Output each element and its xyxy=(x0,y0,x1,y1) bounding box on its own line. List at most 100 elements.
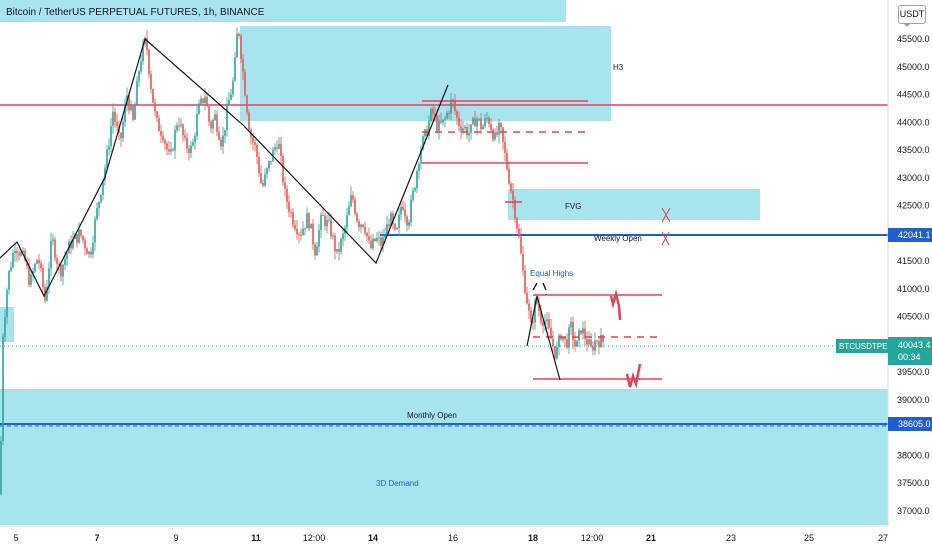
candle-body xyxy=(52,239,54,241)
candle-body xyxy=(288,202,290,212)
candle-body xyxy=(538,303,540,312)
x-tick-label: 14 xyxy=(368,533,378,543)
candle-body xyxy=(546,319,548,322)
candle-body xyxy=(572,321,574,341)
candle-body xyxy=(370,240,372,249)
candle-body xyxy=(376,237,378,242)
trend-lines xyxy=(0,37,561,381)
candle-body xyxy=(128,95,130,111)
candle-body xyxy=(158,118,160,132)
candle-body xyxy=(190,145,192,154)
candle-body xyxy=(558,335,560,348)
candle-body xyxy=(170,149,172,152)
candle-body xyxy=(244,71,246,96)
candle-body xyxy=(264,174,266,186)
candle-body xyxy=(380,237,382,246)
candle-body xyxy=(260,173,262,184)
monthly-open-label: Monthly Open xyxy=(407,411,457,420)
candle-body xyxy=(120,132,122,139)
candle-body xyxy=(410,199,412,223)
candle-body xyxy=(270,160,272,162)
candle-body xyxy=(14,250,16,254)
candle-body xyxy=(390,213,392,226)
time-axis[interactable]: 5 7 9 11 12:00 14 16 18 12:00 21 23 25 27 xyxy=(0,525,888,543)
x-tick-label: 11 xyxy=(251,533,261,543)
candle-body xyxy=(64,258,66,265)
candle-body xyxy=(112,111,114,127)
candle-body xyxy=(154,102,156,112)
candle-body xyxy=(180,124,182,126)
candle-body xyxy=(268,160,270,169)
candle-body xyxy=(220,139,222,147)
candle-body xyxy=(252,137,254,143)
x-tick-label: 27 xyxy=(878,533,888,543)
candle-body xyxy=(140,61,142,72)
candle-body xyxy=(600,334,602,348)
candle-body xyxy=(104,167,106,181)
y-tick-label: 42500.0 xyxy=(897,201,930,211)
candle-body xyxy=(42,268,44,288)
candle-body xyxy=(106,149,108,168)
candle-body xyxy=(86,248,88,255)
candle-body xyxy=(582,328,584,334)
candle-body xyxy=(236,33,238,58)
title-text: Bitcoin / TetherUS PERPETUAL FUTURES, 1h… xyxy=(6,7,265,18)
candle-body xyxy=(336,249,338,252)
candle-body xyxy=(362,224,364,227)
candle-body xyxy=(192,141,194,146)
candle-body xyxy=(512,191,514,200)
candle-body xyxy=(580,330,582,334)
y-tick-label: 44500.0 xyxy=(897,90,930,100)
candle-body xyxy=(530,310,532,323)
weekly-open-price-text: 42041.1 xyxy=(898,230,931,240)
candle-body xyxy=(162,135,164,141)
candle-body xyxy=(522,253,524,271)
candle-body xyxy=(594,340,596,351)
candle-body xyxy=(96,208,98,219)
candle-body xyxy=(446,112,448,119)
candle-body xyxy=(188,148,190,154)
candle-body xyxy=(592,346,594,351)
candle-body xyxy=(386,224,388,236)
candle-body xyxy=(532,322,534,324)
candle-body xyxy=(202,98,204,103)
candle-body xyxy=(534,300,536,323)
candle-body xyxy=(110,126,112,147)
candle-body xyxy=(124,105,126,123)
candle-body xyxy=(496,132,498,135)
y-tick-label: 38000.0 xyxy=(897,450,930,460)
zigzag-line-1[interactable] xyxy=(0,37,449,298)
candle-body xyxy=(396,228,398,230)
title-banner-zone xyxy=(0,0,566,22)
candle-body xyxy=(152,88,154,103)
zigzag-line-2[interactable] xyxy=(526,295,561,381)
candle-body xyxy=(278,143,280,149)
candle-body xyxy=(352,195,354,200)
x-tick-label: 23 xyxy=(726,533,736,543)
candle-body xyxy=(422,136,424,150)
candle-body xyxy=(440,120,442,123)
candle-body xyxy=(374,238,376,242)
countdown-text: 00:34 xyxy=(898,352,921,362)
candle-body xyxy=(224,129,226,136)
candle-body xyxy=(454,101,456,112)
price-axis[interactable]: 45500.0 45000.0 44500.0 44000.0 43500.0 43000… xyxy=(887,0,930,526)
candle-body xyxy=(316,246,318,256)
candle-body xyxy=(148,49,150,75)
candle-body xyxy=(590,339,592,347)
candle-body xyxy=(160,131,162,136)
candle-body xyxy=(216,114,218,132)
candle-body xyxy=(70,241,72,249)
currency-selector[interactable]: USDT xyxy=(898,5,926,27)
candle-body xyxy=(266,168,268,175)
equal-highs-tick-1 xyxy=(532,282,538,291)
equal-highs-tick-2 xyxy=(542,282,547,291)
candle-body xyxy=(506,153,508,169)
candle-body xyxy=(520,236,522,254)
candle-body xyxy=(472,118,474,125)
y-tick-label: 37000.0 xyxy=(897,506,930,516)
candle-body xyxy=(334,235,336,252)
fvg-label: FVG xyxy=(565,202,581,211)
candle-body xyxy=(54,239,56,259)
